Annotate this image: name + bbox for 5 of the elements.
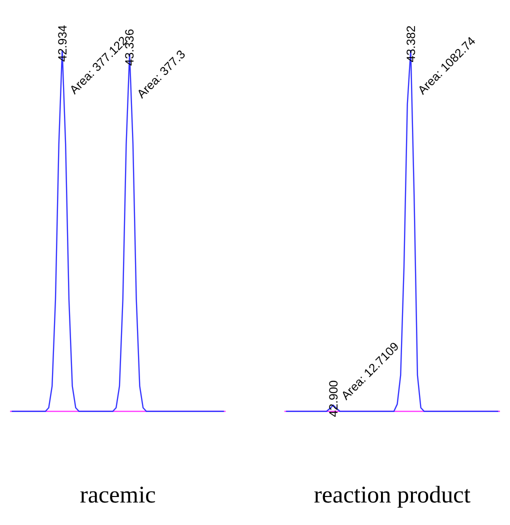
annotation: 43.382 <box>404 25 418 62</box>
x-axis-title: racemic <box>80 482 156 508</box>
annotation: 42.934 <box>56 24 70 62</box>
annotation: 42.900 <box>326 380 341 417</box>
x-axis-title: reaction product <box>314 482 471 508</box>
